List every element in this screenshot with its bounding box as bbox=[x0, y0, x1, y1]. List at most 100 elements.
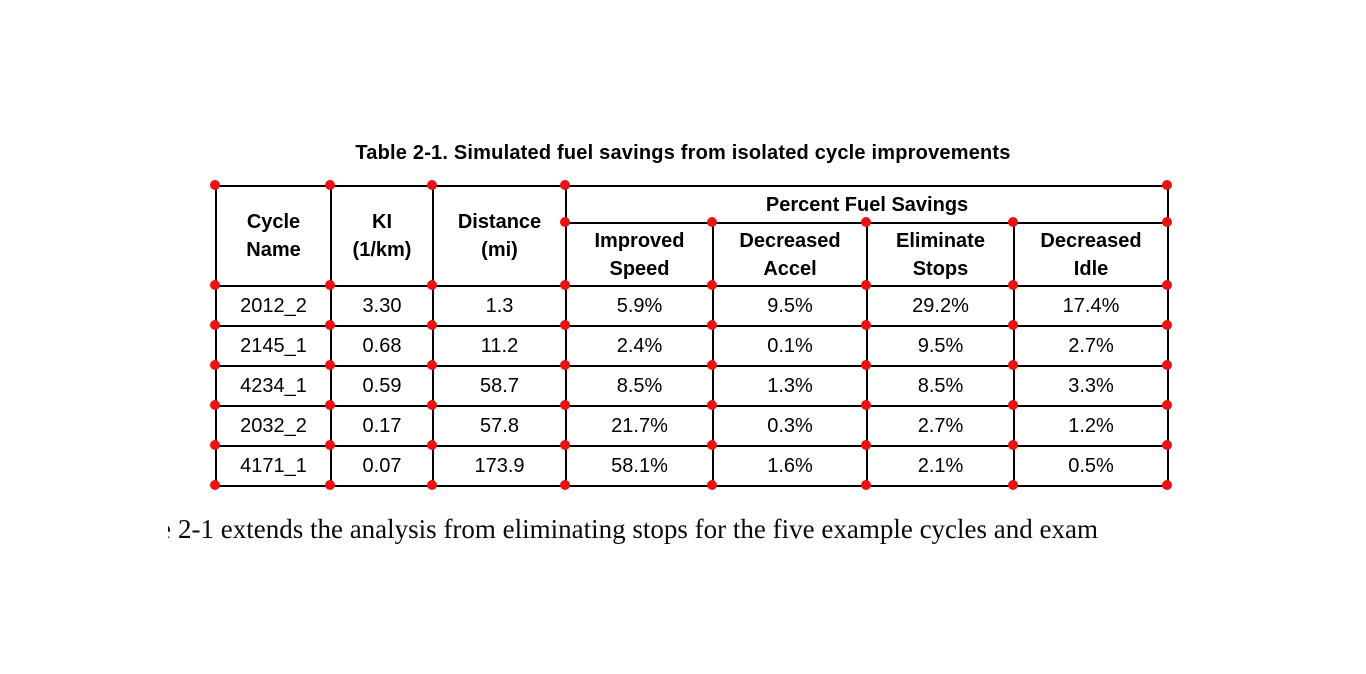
marker-dot bbox=[427, 400, 437, 410]
marker-dot bbox=[325, 480, 335, 490]
marker-dot bbox=[560, 320, 570, 330]
marker-dot bbox=[861, 400, 871, 410]
cell-eliminate-stops: 2.1% bbox=[866, 445, 1015, 487]
col-header-distance: Distance (mi) bbox=[432, 185, 567, 287]
marker-dot bbox=[861, 360, 871, 370]
marker-dot bbox=[210, 360, 220, 370]
marker-dot bbox=[1008, 280, 1018, 290]
marker-dot bbox=[427, 480, 437, 490]
col-header-decreased-idle: Decreased Idle bbox=[1012, 222, 1170, 287]
marker-dot bbox=[560, 400, 570, 410]
cell-improved-speed: 58.1% bbox=[565, 445, 714, 487]
cell-ki: 0.17 bbox=[330, 405, 434, 447]
marker-dot bbox=[325, 360, 335, 370]
marker-dot bbox=[1008, 440, 1018, 450]
cell-ki: 0.07 bbox=[330, 445, 434, 487]
marker-dot bbox=[210, 480, 220, 490]
cell-cycle-name: 4171_1 bbox=[215, 445, 332, 487]
cell-decreased-accel: 1.6% bbox=[712, 445, 868, 487]
marker-dot bbox=[560, 360, 570, 370]
table-row: 2012_2 3.30 1.3 5.9% 9.5% 29.2% 17.4% bbox=[215, 285, 1170, 327]
marker-dot bbox=[861, 480, 871, 490]
cell-decreased-accel: 0.1% bbox=[712, 325, 868, 367]
marker-dot bbox=[210, 280, 220, 290]
cell-ki: 0.59 bbox=[330, 365, 434, 407]
marker-dot bbox=[707, 320, 717, 330]
cell-improved-speed: 8.5% bbox=[565, 365, 714, 407]
marker-dot bbox=[1162, 217, 1172, 227]
marker-dot bbox=[1162, 360, 1172, 370]
marker-dot bbox=[1008, 360, 1018, 370]
marker-dot bbox=[707, 440, 717, 450]
marker-dot bbox=[325, 320, 335, 330]
marker-dot bbox=[210, 320, 220, 330]
cell-distance: 58.7 bbox=[432, 365, 567, 407]
marker-dot bbox=[427, 440, 437, 450]
marker-dot bbox=[210, 400, 220, 410]
marker-dot bbox=[861, 320, 871, 330]
marker-dot bbox=[210, 440, 220, 450]
cell-decreased-idle: 0.5% bbox=[1012, 445, 1170, 487]
cell-improved-speed: 5.9% bbox=[565, 285, 714, 327]
cell-decreased-idle: 1.2% bbox=[1012, 405, 1170, 447]
marker-dot bbox=[707, 360, 717, 370]
marker-dot bbox=[325, 180, 335, 190]
table-row: 2145_1 0.68 11.2 2.4% 0.1% 9.5% 2.7% bbox=[215, 325, 1170, 367]
table-row: 2032_2 0.17 57.8 21.7% 0.3% 2.7% 1.2% bbox=[215, 405, 1170, 447]
marker-dot bbox=[427, 280, 437, 290]
marker-dot bbox=[1008, 480, 1018, 490]
marker-dot bbox=[1162, 180, 1172, 190]
header-row-sub: Improved Speed Decreased Accel Eliminate… bbox=[216, 222, 1170, 287]
marker-dot bbox=[560, 280, 570, 290]
marker-dot bbox=[1008, 217, 1018, 227]
table-caption: Table 2-1. Simulated fuel savings from i… bbox=[355, 142, 1011, 164]
col-header-decreased-accel: Decreased Accel bbox=[712, 222, 868, 287]
cell-improved-speed: 21.7% bbox=[565, 405, 714, 447]
marker-dot bbox=[325, 280, 335, 290]
col-header-ki: KI (1/km) bbox=[330, 185, 434, 287]
marker-dot bbox=[707, 400, 717, 410]
cell-distance: 1.3 bbox=[432, 285, 567, 327]
marker-dot bbox=[560, 480, 570, 490]
cell-cycle-name: 4234_1 bbox=[215, 365, 332, 407]
marker-dot bbox=[560, 180, 570, 190]
marker-dot bbox=[1162, 480, 1172, 490]
cell-distance: 57.8 bbox=[432, 405, 567, 447]
marker-dot bbox=[1008, 400, 1018, 410]
cell-cycle-name: 2032_2 bbox=[215, 405, 332, 447]
cell-improved-speed: 2.4% bbox=[565, 325, 714, 367]
marker-dot bbox=[427, 320, 437, 330]
col-header-improved-speed: Improved Speed bbox=[565, 222, 714, 287]
header-row-top: Cycle Name KI (1/km) Distance (mi) Perce… bbox=[215, 185, 1170, 287]
table-row: 4171_1 0.07 173.9 58.1% 1.6% 2.1% 0.5% bbox=[215, 445, 1170, 487]
cell-decreased-accel: 9.5% bbox=[712, 285, 868, 327]
cell-decreased-idle: 2.7% bbox=[1012, 325, 1170, 367]
fuel-savings-table: Cycle Name KI (1/km) Distance (mi) Perce… bbox=[215, 185, 1170, 487]
marker-dot bbox=[861, 440, 871, 450]
cell-distance: 173.9 bbox=[432, 445, 567, 487]
table-row: 4234_1 0.59 58.7 8.5% 1.3% 8.5% 3.3% bbox=[215, 365, 1170, 407]
marker-dot bbox=[707, 280, 717, 290]
marker-dot bbox=[1162, 440, 1172, 450]
cell-decreased-accel: 1.3% bbox=[712, 365, 868, 407]
clipped-word-fragment: e bbox=[168, 514, 174, 545]
marker-dot bbox=[427, 360, 437, 370]
marker-dot bbox=[861, 217, 871, 227]
cell-ki: 3.30 bbox=[330, 285, 434, 327]
cell-cycle-name: 2012_2 bbox=[215, 285, 332, 327]
col-header-eliminate-stops: Eliminate Stops bbox=[866, 222, 1015, 287]
body-paragraph: 2-1 extends the analysis from eliminatin… bbox=[178, 514, 1098, 544]
cell-eliminate-stops: 8.5% bbox=[866, 365, 1015, 407]
col-header-cycle-name: Cycle Name bbox=[215, 185, 332, 287]
marker-dot bbox=[210, 180, 220, 190]
cell-distance: 11.2 bbox=[432, 325, 567, 367]
cell-ki: 0.68 bbox=[330, 325, 434, 367]
cell-decreased-idle: 17.4% bbox=[1012, 285, 1170, 327]
cell-eliminate-stops: 2.7% bbox=[866, 405, 1015, 447]
marker-dot bbox=[325, 400, 335, 410]
cell-eliminate-stops: 9.5% bbox=[866, 325, 1015, 367]
marker-dot bbox=[325, 440, 335, 450]
marker-dot bbox=[707, 217, 717, 227]
cell-cycle-name: 2145_1 bbox=[215, 325, 332, 367]
